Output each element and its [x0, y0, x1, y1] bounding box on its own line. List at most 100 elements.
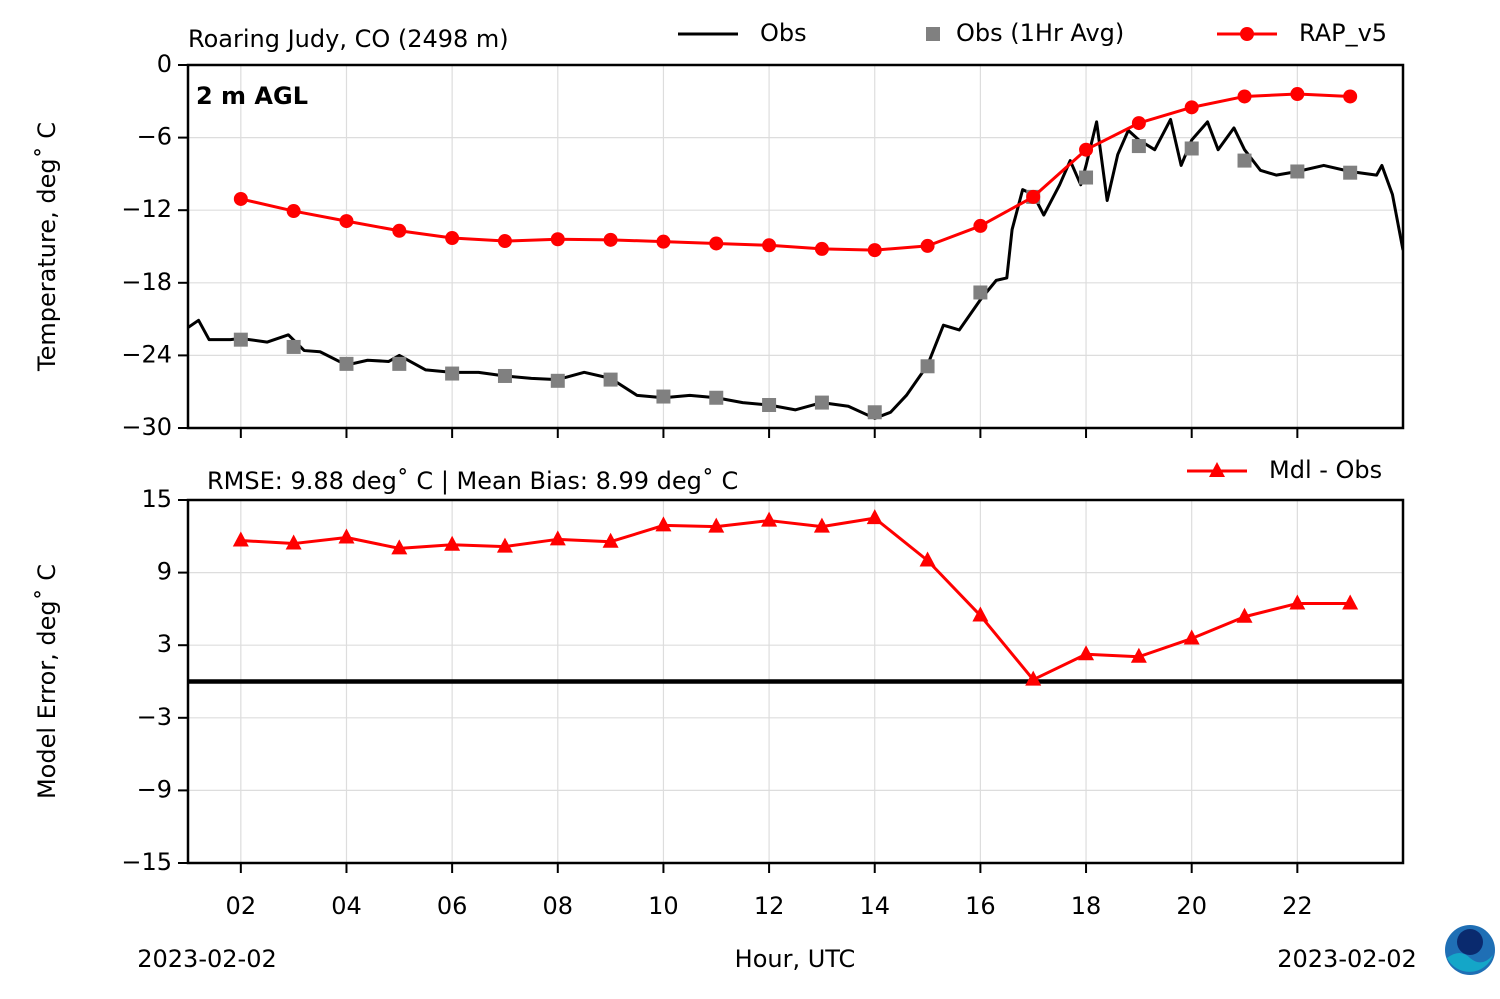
point [709, 390, 724, 405]
point [445, 231, 460, 246]
y-tick-label: 15 [141, 485, 172, 513]
x-tick-label: 04 [331, 892, 362, 920]
point [708, 517, 725, 533]
point [339, 214, 354, 229]
point [603, 232, 618, 247]
point [866, 509, 883, 525]
series-line [240, 92, 1351, 252]
point [1078, 645, 1095, 661]
point [496, 537, 513, 553]
y-axis-label: Model Error, deg˚ C [33, 564, 61, 799]
noaa-logo [1445, 925, 1495, 975]
point [1342, 594, 1359, 610]
point [339, 356, 354, 371]
x-tick-label: 08 [543, 892, 574, 920]
legend-label: Obs (1Hr Avg) [956, 19, 1124, 47]
point [1184, 100, 1199, 115]
point [497, 368, 512, 383]
y-tick-label: −6 [137, 123, 172, 151]
x-tick-label: 02 [226, 892, 257, 920]
point [1240, 27, 1254, 41]
point [286, 204, 301, 219]
point [1079, 170, 1094, 185]
x-tick-label: 10 [648, 892, 679, 920]
point [655, 516, 672, 532]
point [1343, 165, 1358, 180]
y-tick-label: 3 [157, 630, 172, 658]
x-tick-label: 20 [1176, 892, 1207, 920]
point [1130, 647, 1147, 663]
point [1236, 607, 1253, 623]
point [709, 236, 724, 251]
point [1290, 164, 1305, 179]
point [1237, 89, 1252, 104]
y-tick-label: −9 [137, 775, 172, 803]
point [972, 606, 989, 622]
annotation: 2 m AGL [196, 82, 308, 110]
point [973, 218, 988, 233]
point [1289, 594, 1306, 610]
point [926, 27, 940, 41]
point [1131, 116, 1146, 131]
point [603, 372, 618, 387]
point [602, 532, 619, 548]
x-tick-label: 06 [437, 892, 468, 920]
point [920, 238, 935, 253]
y-tick-label: −15 [121, 848, 172, 876]
y-tick-label: −30 [121, 413, 172, 441]
x-tick-label: 16 [965, 892, 996, 920]
point [920, 359, 935, 374]
point [1209, 462, 1225, 477]
point [1290, 87, 1305, 102]
point [391, 539, 408, 555]
point [919, 551, 936, 567]
point [813, 517, 830, 533]
point [656, 389, 671, 404]
point [338, 528, 355, 544]
point [656, 234, 671, 249]
point [1343, 89, 1358, 104]
legend-label: RAP_v5 [1299, 19, 1387, 47]
y-tick-label: −24 [121, 340, 172, 368]
series-line [188, 117, 1403, 420]
point [762, 238, 777, 253]
point [1183, 629, 1200, 645]
x-tick-label: 14 [859, 892, 890, 920]
point [814, 241, 829, 256]
chart-title: Roaring Judy, CO (2498 m) [188, 25, 509, 53]
point [973, 285, 988, 300]
point [1025, 670, 1042, 686]
point [1237, 153, 1252, 168]
x-tick-label: 18 [1071, 892, 1102, 920]
legend-label: Obs [760, 19, 807, 47]
point [1184, 141, 1199, 156]
x-axis-label: Hour, UTC [735, 945, 856, 973]
date-label: 2023-02-02 [1277, 945, 1416, 973]
date-label: 2023-02-02 [137, 945, 276, 973]
logo-wave [1447, 953, 1493, 972]
legend-label: Mdl - Obs [1269, 456, 1382, 484]
point [233, 332, 248, 347]
point [445, 366, 460, 381]
point [761, 511, 778, 527]
point [1131, 139, 1146, 154]
point [549, 530, 566, 546]
plot-area [188, 87, 1403, 420]
point [814, 395, 829, 410]
point [550, 232, 565, 247]
axes-frame [186, 63, 1405, 430]
plot-area [232, 509, 1359, 686]
x-tick-label: 12 [754, 892, 785, 920]
y-tick-label: −3 [137, 703, 172, 731]
point [867, 243, 882, 258]
logo-inner [1457, 929, 1483, 955]
y-tick-label: −18 [121, 268, 172, 296]
y-tick-label: −12 [121, 195, 172, 223]
point [233, 191, 248, 206]
x-tick-label: 22 [1282, 892, 1313, 920]
series-line [240, 516, 1351, 682]
axes-frame [186, 498, 1405, 865]
point [392, 356, 407, 371]
point [497, 234, 512, 249]
